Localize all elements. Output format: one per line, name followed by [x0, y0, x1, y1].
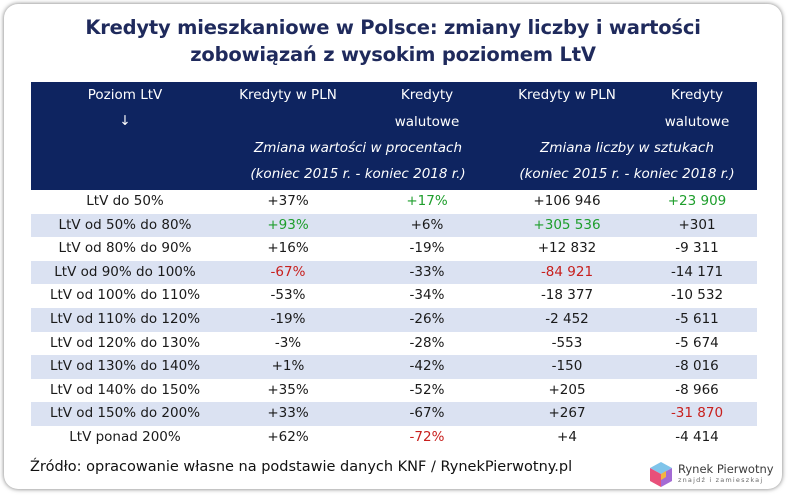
value-cell: -84 921 — [540, 263, 594, 280]
value-cell: +305 536 — [533, 216, 601, 233]
value-cell: -19% — [409, 240, 445, 257]
value-cell: -553 — [551, 334, 583, 351]
value-cell: -34% — [409, 287, 445, 304]
value-cell: +35% — [267, 381, 309, 398]
ltv-label-cell: LtV do 50% — [86, 193, 164, 209]
ltv-label-cell: LtV od 100% do 110% — [49, 287, 201, 304]
ltv-label-cell: LtV od 110% do 120% — [49, 310, 201, 327]
ltv-label-cell: LtV ponad 200% — [69, 428, 181, 445]
source-note: Źródło: opracowanie własne na podstawie … — [30, 459, 573, 475]
cube-logo-icon — [650, 462, 672, 487]
logo-name: Rynek Pierwotny — [678, 462, 774, 476]
value-cell: -9 311 — [675, 240, 719, 257]
value-cell: -14 171 — [670, 263, 724, 280]
header-pln-value: Kredyty w PLN — [239, 87, 337, 103]
value-cell: -8 966 — [675, 381, 719, 398]
value-cell: -10 532 — [670, 287, 724, 304]
table-row: LtV ponad 200% +62% -72% +4 -4 414 — [31, 426, 757, 450]
header-pln-count: Kredyty w PLN — [518, 87, 616, 103]
header-value-group: Zmiana wartości w procentach — [254, 140, 462, 156]
value-cell: -52% — [409, 381, 445, 398]
table-row: LtV od 130% do 140% +1% -42% -150 -8 016 — [31, 355, 757, 379]
value-cell: +4 — [557, 428, 577, 445]
header-fx-count-line1: Kredyty — [670, 87, 724, 103]
header-fx-count-line2: walutowe — [664, 114, 730, 130]
value-cell: -67% — [409, 405, 445, 422]
value-cell: -3% — [274, 334, 302, 351]
table-row: LtV od 80% do 90% +16% -19% +12 832 -9 311 — [31, 237, 757, 261]
brand-logo: Rynek Pierwotny znajdź i zamieszkaj — [648, 461, 778, 489]
value-cell: +17% — [406, 193, 448, 209]
header-fx-value-line2: walutowe — [394, 114, 460, 130]
table-row: LtV od 90% do 100% -67% -33% -84 921 -14 171 — [31, 260, 757, 285]
header-count-period: (koniec 2015 r. - koniec 2018 r.) — [519, 166, 735, 182]
header-count-group: Zmiana liczby w sztukach — [540, 140, 714, 156]
value-cell: +93% — [267, 216, 309, 233]
arrow-down-icon: ↓ — [119, 113, 131, 129]
page-title: Kredyty mieszkaniowe w Polsce: zmiany li… — [4, 14, 782, 68]
value-cell: -26% — [409, 310, 445, 327]
value-cell: +1% — [271, 358, 305, 375]
value-cell: +205 — [548, 381, 586, 398]
value-cell: -67% — [270, 263, 306, 280]
table-row: LtV do 50% +37% +17% +106 946 +23 909 — [31, 190, 757, 214]
ltv-label-cell: LtV od 150% do 200% — [49, 405, 201, 422]
value-cell: -53% — [270, 287, 306, 304]
table-row: LtV od 100% do 110% -53% -34% -18 377 -10 53… — [31, 284, 757, 308]
value-cell: +62% — [267, 428, 309, 445]
table-row: LtV od 50% do 80% +93% +6% +305 536 +301 — [31, 213, 757, 238]
value-cell: -8 016 — [675, 358, 719, 375]
value-cell: -31 870 — [670, 405, 724, 422]
table-row: LtV od 150% do 200% +33% -67% +267 -31 870 — [31, 402, 757, 426]
value-cell: -18 377 — [540, 287, 594, 304]
value-cell: +106 946 — [533, 193, 601, 209]
value-cell: -4 414 — [675, 428, 719, 445]
value-cell: +6% — [410, 216, 444, 233]
ltv-label-cell: LtV od 140% do 150% — [49, 381, 201, 398]
value-cell: -42% — [409, 358, 445, 375]
value-cell: +23 909 — [667, 193, 727, 209]
header-fx-value-line1: Kredyty — [400, 87, 454, 103]
value-cell: +267 — [548, 405, 586, 422]
header-ltv-label: Poziom LtV — [87, 87, 163, 103]
table-row: LtV od 110% do 120% -19% -26% -2 452 -5 611 — [31, 307, 757, 332]
value-cell: -19% — [270, 310, 306, 327]
ltv-label-cell: LtV od 80% do 90% — [58, 240, 192, 257]
value-cell: -5 611 — [675, 310, 719, 327]
table-row: LtV od 120% do 130% -3% -28% -553 -5 674 — [31, 332, 757, 356]
table-header: Poziom LtV ↓ Kredyty w PLN Kredyty walut… — [31, 82, 757, 190]
value-cell: -150 — [551, 358, 583, 375]
ltv-label-cell: LtV od 90% do 100% — [54, 263, 196, 280]
header-value-period: (koniec 2015 r. - koniec 2018 r.) — [250, 166, 466, 182]
title-line-1: Kredyty mieszkaniowe w Polsce: zmiany li… — [85, 16, 701, 39]
value-cell: +16% — [267, 240, 309, 257]
value-cell: +301 — [678, 216, 716, 233]
value-cell: -33% — [409, 263, 445, 280]
value-cell: -5 674 — [675, 334, 719, 351]
value-cell: -2 452 — [545, 310, 589, 327]
value-cell: +37% — [267, 193, 309, 209]
table-body: LtV do 50% +37% +17% +106 946 +23 909 LtV od … — [31, 190, 757, 450]
value-cell: +12 832 — [537, 240, 597, 257]
ltv-label-cell: LtV od 50% do 80% — [58, 216, 192, 233]
value-cell: +33% — [267, 405, 309, 422]
value-cell: -28% — [409, 334, 445, 351]
table-row: LtV od 140% do 150% +35% -52% +205 -8 966 — [31, 379, 757, 403]
ltv-label-cell: LtV od 120% do 130% — [49, 334, 201, 351]
value-cell: -72% — [409, 428, 445, 445]
title-line-2: zobowiązań z wysokim poziomem LtV — [190, 43, 596, 66]
ltv-label-cell: LtV od 130% do 140% — [49, 358, 201, 375]
logo-tagline: znajdź i zamieszkaj — [678, 476, 764, 484]
